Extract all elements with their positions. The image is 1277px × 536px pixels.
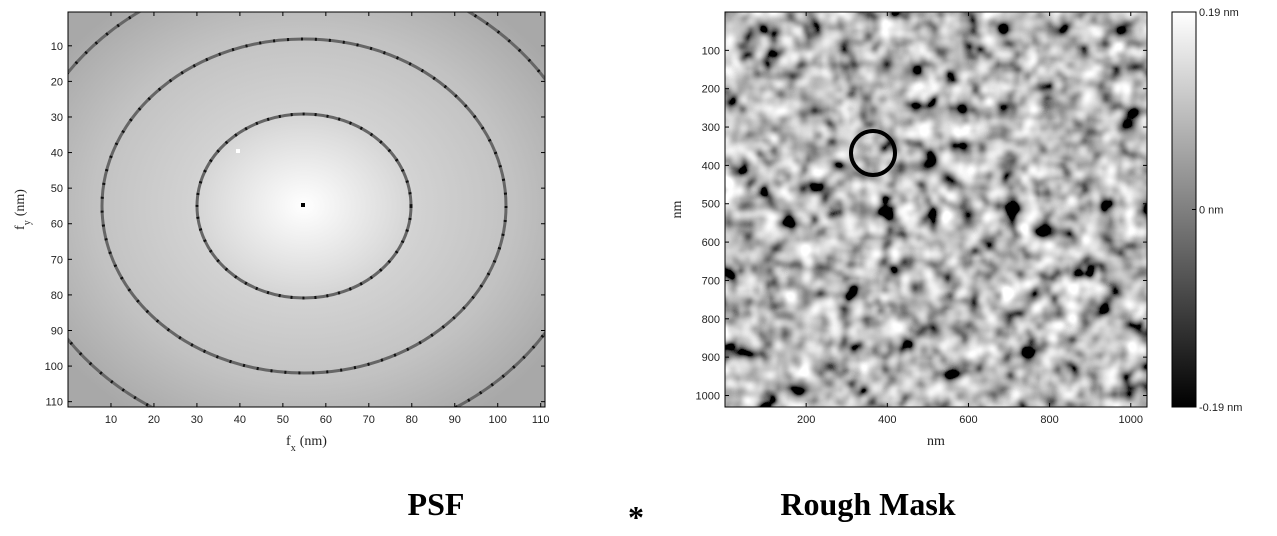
y-tick-label: 60 [51,219,63,231]
x-tick-label: 600 [959,414,977,426]
y-tick-label: 110 [45,397,63,409]
x-tick-label: 100 [489,414,507,426]
x-tick-label: 70 [363,414,375,426]
axis-label-part: nm [670,200,685,218]
y-tick-label: 90 [51,325,63,337]
x-tick-label: 110 [532,414,550,426]
axis-label-part: y [22,220,33,225]
axis-label-part: f [286,434,291,449]
x-tick-label: 400 [878,414,896,426]
y-tick-label: 70 [51,254,63,266]
x-tick-label: 50 [277,414,289,426]
axis-label-part: x [291,443,296,454]
colorbar-tick-label: 0.19 nm [1199,7,1239,19]
caption: PSF [408,486,465,522]
y-tick-label: 700 [702,275,720,287]
y-tick-label: 20 [51,76,63,88]
psf-image [68,12,545,407]
y-tick-label: 900 [702,352,720,364]
axes-frame [67,11,546,408]
axes: 200 400 600 800 1000 100 200 300 400 500 600 700 800… [670,7,1242,449]
mask-image [725,12,1147,407]
colorbar-tick-label: 0 nm [1199,205,1223,217]
x-tick-label: 40 [234,414,246,426]
caption: * [628,499,644,535]
axis-label-part: (nm) [300,434,328,449]
caption: Rough Mask [780,486,955,522]
x-tick-label: 60 [320,414,332,426]
y-tick-label: 100 [45,361,63,373]
y-tick-label: 300 [702,122,720,134]
y-tick-label: 800 [702,314,720,326]
x-tick-label: 20 [148,414,160,426]
axes: 10 20 30 40 50 60 70 80 90 100 110 10 20 30 40 50 60 70 80… [13,11,550,454]
y-tick-label: 10 [51,41,63,53]
x-tick-label: 10 [105,414,117,426]
y-tick-label: 80 [51,290,63,302]
y-tick-label: 400 [702,160,720,172]
colorbar-tick-label: -0.19 nm [1199,402,1242,414]
y-tick-label: 200 [702,84,720,96]
y-tick-label: 50 [51,183,63,195]
axis-label-part: (nm) [13,189,28,217]
axis-label: nm [927,434,945,449]
y-tick-label: 30 [51,112,63,124]
x-tick-label: 30 [191,414,203,426]
y-tick-label: 100 [702,45,720,57]
y-tick-label: 500 [702,199,720,211]
x-tick-label: 90 [449,414,461,426]
axis-label-part: nm [927,434,945,449]
y-tick-label: 1000 [696,390,720,402]
x-tick-label: 800 [1040,414,1058,426]
x-tick-label: 200 [797,414,815,426]
y-tick-label: 600 [702,237,720,249]
y-tick-label: 40 [51,148,63,160]
x-tick-label: 1000 [1119,414,1143,426]
axis-label-part: f [13,225,28,230]
axes-frame [724,11,1148,408]
x-tick-label: 80 [406,414,418,426]
axis-label: fy (nm) [13,189,33,230]
axis-label: nm [670,200,685,218]
axis-label: fx (nm) [286,434,327,454]
